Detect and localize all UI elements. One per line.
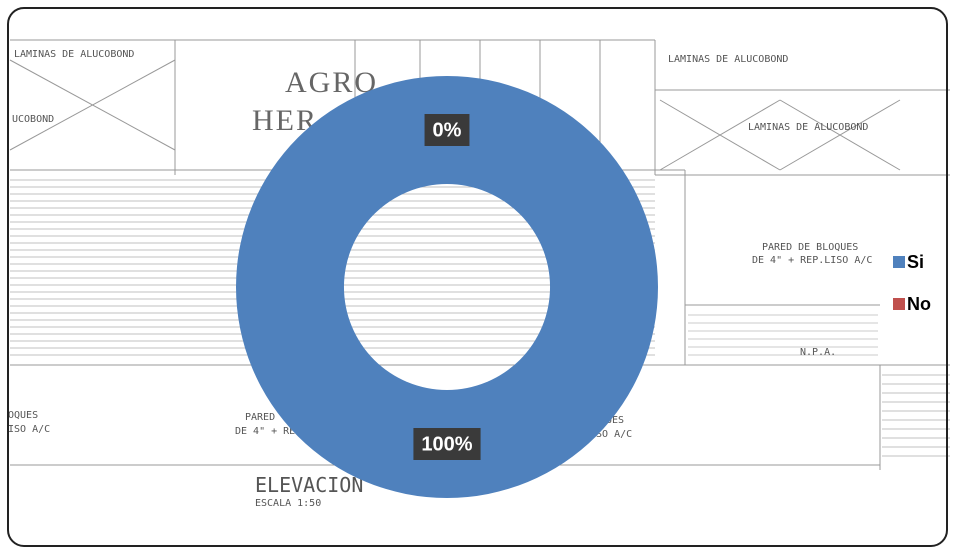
drawing-text: UCOBOND: [12, 114, 54, 125]
drawing-text: N.P.A.: [800, 347, 836, 358]
data-label-box: [424, 114, 470, 146]
drawing-text: AGRO: [285, 66, 378, 99]
legend-swatch: [893, 298, 905, 310]
legend-label: Si: [907, 252, 924, 272]
drawing-text: ESCALA 1:50: [255, 498, 321, 509]
drawing-text: LAMINAS DE ALUCOBOND: [668, 54, 788, 65]
drawing-text: ISO A/C: [8, 424, 50, 435]
data-label: 100%: [421, 433, 472, 455]
legend: Si No: [893, 252, 931, 314]
drawing-text: LAMINAS DE ALUCOBOND: [14, 49, 134, 60]
data-label: 0%: [433, 119, 462, 141]
drawing-text: LAMINAS DE ALUCOBOND: [748, 122, 868, 133]
frame: [7, 7, 948, 547]
data-label-box: [413, 428, 481, 460]
legend-label: No: [907, 294, 931, 314]
drawing-text: ELEVACION: [255, 473, 363, 497]
drawing-text: DE 4" + RE: [235, 426, 295, 437]
drawing-text: QUES: [600, 415, 624, 426]
drawing-line: [9, 59, 176, 151]
drawing-text: OQUES: [8, 410, 38, 421]
drawing-text: PARED DE BLOQUES: [762, 242, 858, 253]
donut: 100% 0%: [236, 76, 658, 498]
drawing-line: [779, 99, 901, 171]
drawing-text: USO A/C: [590, 429, 632, 440]
drawing-text: PARED: [245, 412, 275, 423]
donut-slice: [236, 76, 658, 498]
legend-swatch: [893, 256, 905, 268]
drawing-text: DE 4" + REP.LISO A/C: [752, 255, 872, 266]
drawing-line: [659, 99, 781, 171]
